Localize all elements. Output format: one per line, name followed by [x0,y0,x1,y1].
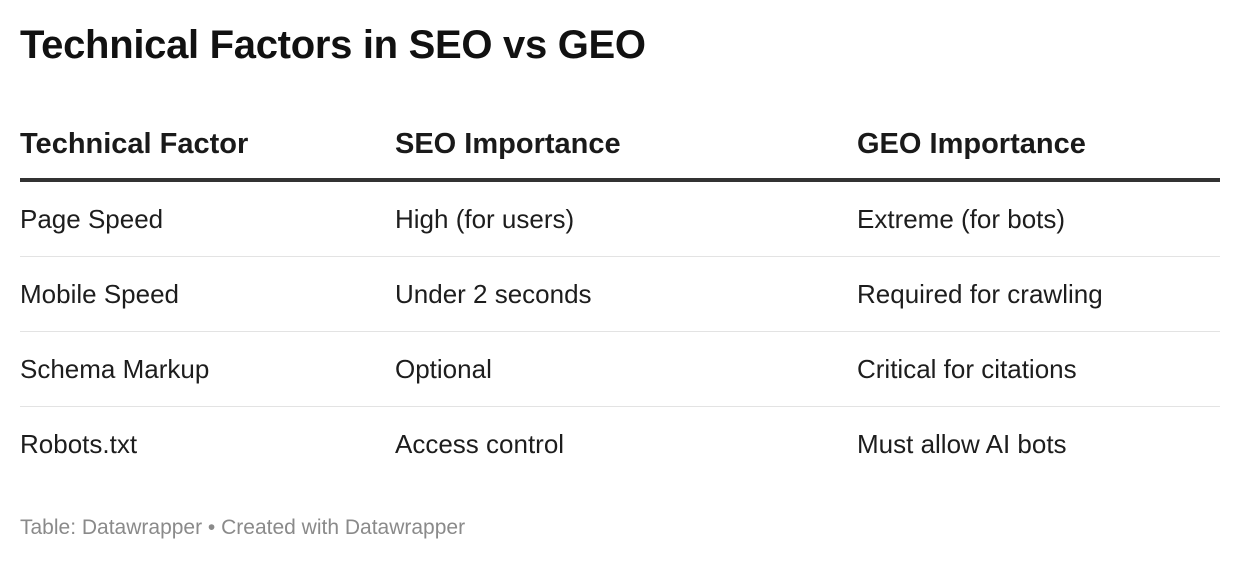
cell-seo-importance: High (for users) [395,204,575,234]
cell-technical-factor: Robots.txt [20,429,138,459]
cell-geo-importance: Critical for citations [857,354,1077,384]
cell-seo-importance: Under 2 seconds [395,279,592,309]
cell-geo-importance: Required for crawling [857,279,1103,309]
cell-technical-factor: Page Speed [20,204,164,234]
comparison-table: Technical Factor SEO Importance GEO Impo… [20,110,1220,481]
table-header-row: Technical Factor SEO Importance GEO Impo… [20,110,1220,182]
source-footer: Table: Datawrapper • Created with Datawr… [20,516,466,539]
header-seo-importance: SEO Importance [395,128,621,160]
table-row: Schema Markup Optional Critical for cita… [20,332,1220,407]
cell-geo-importance: Must allow AI bots [857,429,1067,459]
cell-seo-importance: Access control [395,429,565,459]
cell-technical-factor: Mobile Speed [20,279,179,309]
table-row: Robots.txt Access control Must allow AI … [20,407,1220,481]
cell-geo-importance: Extreme (for bots) [857,204,1066,234]
table-title: Technical Factors in SEO vs GEO [20,23,646,67]
header-geo-importance: GEO Importance [857,128,1086,160]
table-row: Page Speed High (for users) Extreme (for… [20,182,1220,257]
cell-seo-importance: Optional [395,354,492,384]
table-row: Mobile Speed Under 2 seconds Required fo… [20,257,1220,332]
header-technical-factor: Technical Factor [20,128,249,160]
cell-technical-factor: Schema Markup [20,354,210,384]
